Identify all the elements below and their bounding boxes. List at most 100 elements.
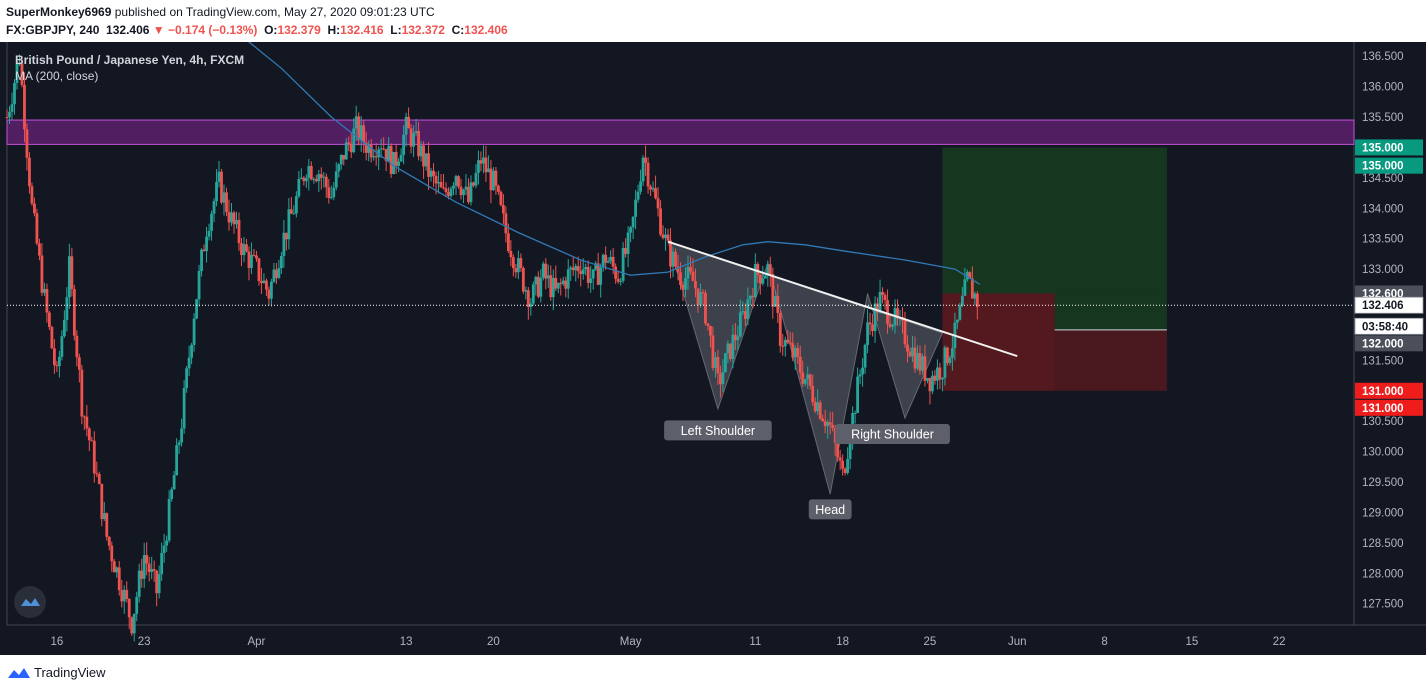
price-axis-tag-text: 132.000: [1362, 338, 1404, 350]
pattern-label-box: [664, 420, 772, 441]
candle-body: [699, 292, 702, 306]
candle-body: [706, 323, 710, 327]
pattern-label: Right Shoulder: [835, 423, 950, 444]
candle-body: [960, 295, 964, 306]
candle-body: [402, 134, 406, 155]
candle-body: [763, 275, 767, 279]
price-tick-label: 133.500: [1362, 234, 1404, 246]
price-tick-label: 130.500: [1362, 416, 1404, 428]
instrument-title: British Pound / Japanese Yen, 4h, FXCM: [15, 53, 245, 67]
candle-body: [112, 561, 116, 573]
price-axis-tag-box: [1355, 139, 1423, 156]
time-tick-label: Jun: [1008, 636, 1027, 648]
candle-body: [576, 266, 580, 272]
candle-body: [10, 104, 14, 112]
candle-body: [771, 274, 775, 307]
candle-body: [709, 326, 712, 336]
candle-body: [65, 297, 69, 321]
candle-body: [873, 303, 877, 332]
candle-body: [669, 240, 672, 267]
candle-body: [921, 356, 924, 371]
candle-body: [671, 251, 675, 267]
candle-body: [43, 289, 46, 293]
candle-body: [260, 280, 263, 284]
candle-body: [175, 445, 179, 476]
candle-body: [766, 264, 770, 276]
candle-body: [624, 247, 628, 254]
candle-body: [130, 617, 134, 634]
candle-body: [454, 176, 458, 186]
candle-body: [941, 377, 944, 380]
candle-body: [107, 536, 111, 546]
candle-body: [272, 269, 276, 282]
candle-body: [843, 468, 847, 473]
candle-body: [182, 388, 186, 429]
candle-body: [746, 299, 750, 319]
price-tick-label: 129.500: [1362, 477, 1404, 489]
candle-body: [559, 282, 563, 284]
candle-body: [404, 116, 408, 135]
candle-body: [581, 269, 585, 274]
candle-body: [679, 272, 682, 286]
candle-body: [349, 143, 353, 153]
candle-body: [728, 343, 732, 360]
candle-body: [913, 347, 917, 369]
price-chart[interactable]: Left Shoulder Head Right Shoulder 127.500 12…: [0, 42, 1426, 655]
low-label: L:: [390, 23, 402, 37]
candle-body: [694, 281, 697, 289]
pattern-label: Head: [808, 499, 852, 520]
candle-body: [255, 255, 258, 259]
open-value: 132.379: [277, 23, 321, 37]
candle-body: [931, 375, 934, 392]
candle-body: [781, 345, 785, 347]
candle-body: [95, 473, 99, 475]
price-axis-tag-text: 135.000: [1362, 142, 1404, 154]
candle-body: [394, 152, 398, 166]
candle-body: [327, 187, 331, 198]
price-axis-tag-text: 135.000: [1362, 161, 1404, 173]
candle-body: [629, 227, 633, 233]
candle-body: [536, 276, 540, 297]
candle-body: [150, 569, 154, 572]
candle-body: [432, 170, 435, 176]
candle-body: [828, 422, 832, 425]
candle-body: [362, 125, 366, 143]
candle-body: [235, 219, 238, 225]
time-tick-label: 15: [1185, 636, 1198, 648]
candle-body: [339, 154, 343, 165]
candle-body: [803, 379, 807, 384]
candle-body: [202, 249, 206, 252]
candle-body: [551, 278, 555, 298]
candle-body: [918, 353, 922, 371]
candle-body: [684, 278, 687, 290]
candle-body: [651, 188, 655, 190]
candle-body: [92, 440, 96, 474]
candle-body: [599, 267, 603, 285]
candle-body: [70, 256, 74, 290]
candle-body: [297, 178, 301, 197]
candle-body: [250, 254, 253, 268]
candle-body: [329, 197, 333, 199]
candle-body: [831, 424, 835, 428]
price-axis-tag: 03:58:40: [1354, 317, 1424, 335]
tradingview-badge-icon[interactable]: [14, 586, 46, 618]
candle-body: [811, 385, 815, 402]
candle-body: [424, 153, 428, 167]
candle-body: [62, 320, 66, 337]
candle-body: [619, 280, 623, 282]
candle-body: [13, 82, 16, 105]
candle-body: [489, 168, 493, 191]
candle-body: [936, 367, 939, 381]
candle-body: [616, 278, 620, 282]
candle-body: [788, 342, 792, 344]
publish-header: SuperMonkey6969 published on TradingView…: [0, 0, 1426, 42]
candle-body: [584, 266, 588, 270]
candle-body: [33, 203, 36, 214]
candle-body: [200, 249, 203, 272]
price-axis-tag-box: [1355, 399, 1423, 416]
candle-body: [841, 460, 845, 469]
candle-body: [903, 320, 907, 345]
candle-body: [823, 421, 827, 427]
candle-body: [170, 489, 174, 500]
author-name[interactable]: SuperMonkey6969: [6, 5, 112, 19]
